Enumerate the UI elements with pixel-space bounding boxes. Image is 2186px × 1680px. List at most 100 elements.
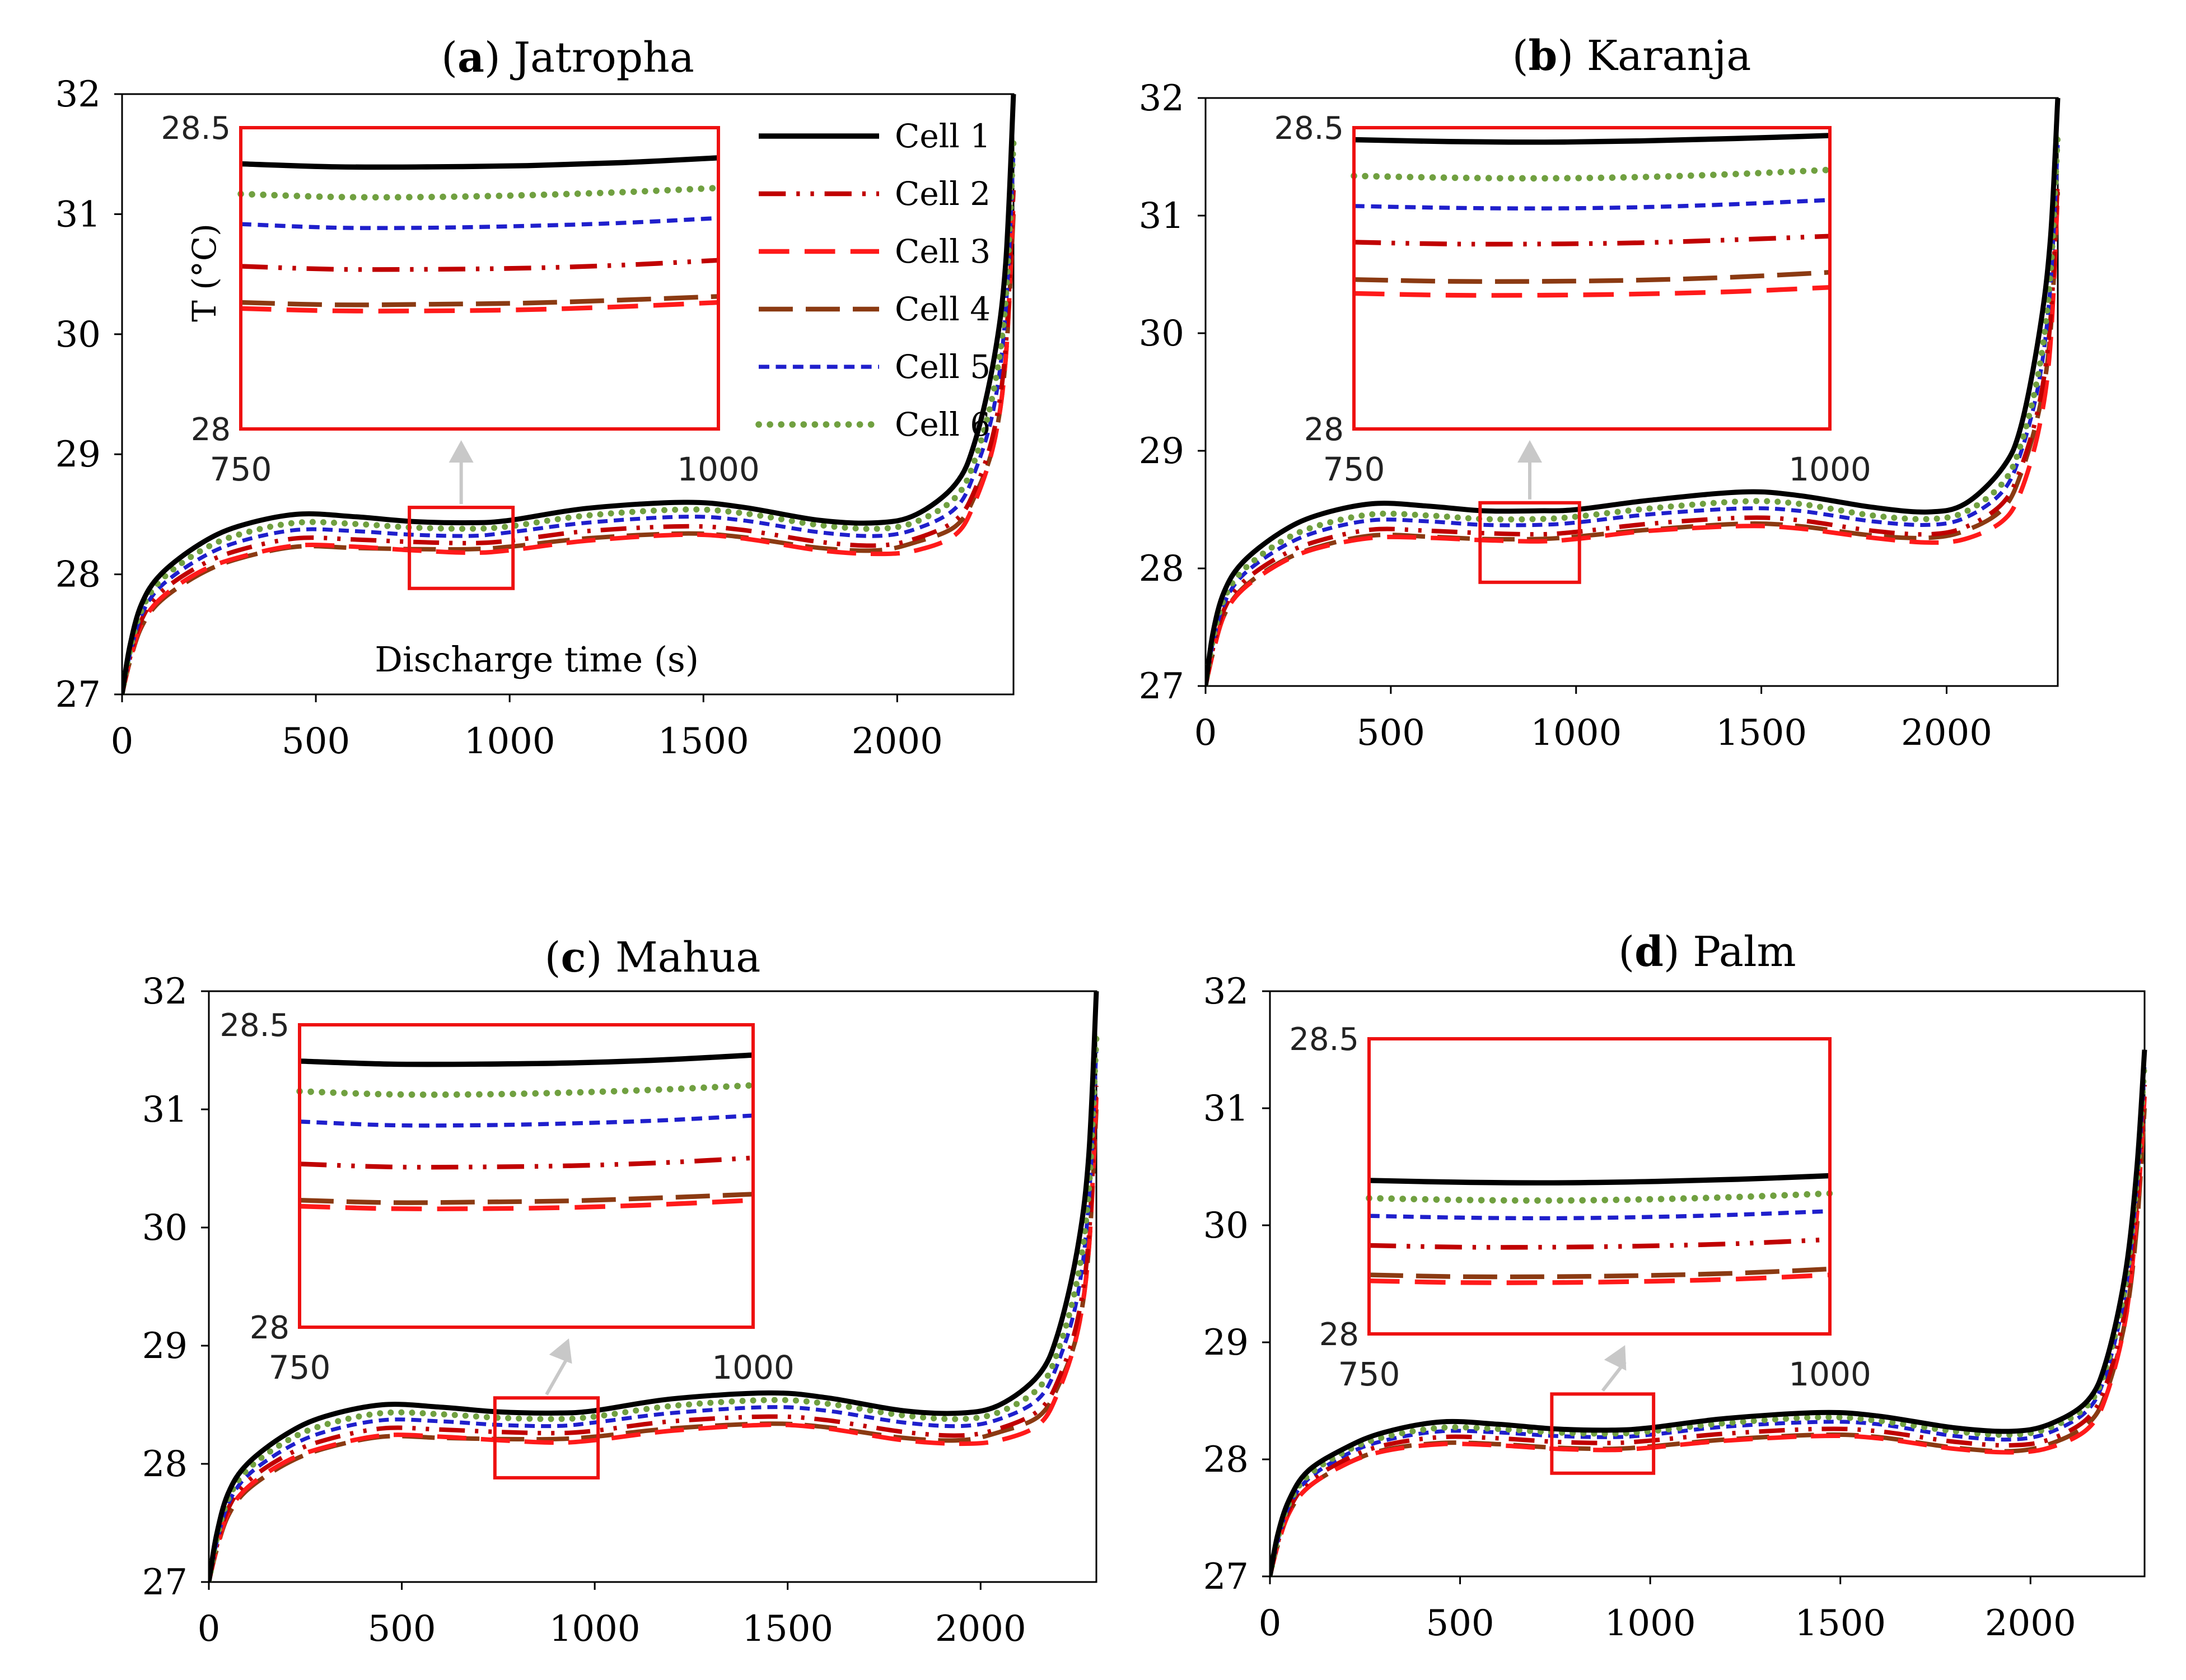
x-tick-label: 1500 — [1716, 712, 1807, 754]
series-line-cell-2 — [209, 1085, 1099, 1582]
panel-title: (a) Jatropha — [441, 34, 694, 82]
y-tick-label: 30 — [1203, 1205, 1249, 1247]
inset-x-tick-label: 1000 — [1788, 450, 1871, 488]
legend-label: Cell 6 — [895, 405, 991, 444]
inset-y-tick-label: 28 — [1319, 1317, 1359, 1353]
inset-frame — [298, 1023, 755, 1329]
x-tick-label: 2000 — [852, 721, 943, 762]
inset-y-tick-label: 28.5 — [1274, 110, 1344, 147]
inset-series-line-cell-2 — [299, 1155, 754, 1170]
inset: 28 28.5 750 1000 T (°C) — [161, 110, 759, 488]
y-tick-label: 32 — [142, 971, 188, 1012]
panel-karanja: (b) Karanja 0 500 1000 1500 2000 27 28 29 30 31 32 2… — [1139, 32, 2061, 754]
inset-series-line-cell-6 — [296, 1082, 756, 1098]
x-tick-label: 0 — [1194, 712, 1217, 754]
series-line-cell-3 — [1206, 192, 2060, 686]
y-tick-label: 28 — [142, 1444, 188, 1485]
x-tick-label: 500 — [282, 721, 350, 762]
inset-series-line-cell-6 — [1366, 1190, 1833, 1204]
y-tick-label: 28 — [1139, 548, 1184, 590]
x-tick-label: 0 — [111, 721, 134, 762]
series-line-cell-6 — [209, 1035, 1100, 1582]
series-line-cell-6 — [122, 139, 1017, 694]
inset-x-tick-label: 750 — [1338, 1355, 1400, 1393]
x-tick-label: 1000 — [1530, 712, 1622, 754]
inset-series-line-cell-5 — [1353, 198, 1830, 211]
inset: 28 28.5 750 1000 — [1274, 110, 1871, 488]
x-tick-label: 2000 — [1985, 1603, 2076, 1644]
inset-series-line-cell-6 — [237, 184, 722, 201]
inset-background — [300, 1025, 753, 1327]
panel-name: Karanja — [1587, 32, 1751, 80]
inset-series-line-cell-1 — [299, 1052, 754, 1067]
inset-y-tick-label: 28.5 — [219, 1007, 289, 1044]
inset-x-tick-label: 750 — [269, 1348, 331, 1387]
inset-series-line-cell-3 — [1353, 284, 1830, 298]
series-line-cell-6 — [1206, 130, 2061, 686]
zoom-arrow-shaft — [545, 1354, 571, 1396]
zoom-box — [1478, 501, 1581, 584]
y-tick-label: 28 — [55, 554, 101, 596]
series-line-cell-5 — [209, 1050, 1099, 1582]
panel-name: Jatropha — [510, 34, 694, 82]
inset-series-line-cell-5 — [240, 216, 719, 230]
x-tick-label: 0 — [1259, 1603, 1282, 1644]
series-line-cell-1 — [1206, 97, 2061, 686]
inset-frame — [239, 126, 720, 431]
series-line-cell-1 — [1270, 1049, 2147, 1576]
inset-frame — [1352, 126, 1832, 431]
y-tick-label: 30 — [55, 314, 101, 356]
series-line-cell-5 — [1270, 1067, 2147, 1576]
series-group — [209, 991, 1100, 1582]
series-line-cell-3 — [209, 1097, 1099, 1582]
panel-title: (b) Karanja — [1512, 32, 1751, 80]
inset-series-line-cell-2 — [1368, 1237, 1830, 1250]
zoom-arrow — [545, 1338, 572, 1396]
zoom-arrow — [1601, 1345, 1627, 1392]
inset-frame — [1367, 1037, 1832, 1336]
zoom-arrow-head — [1517, 440, 1543, 463]
series-group — [122, 94, 1017, 694]
y-tick-label: 27 — [142, 1562, 188, 1603]
legend-label: Cell 2 — [895, 175, 991, 213]
x-tick-label: 1500 — [1795, 1603, 1886, 1644]
inset-y-axis-label: T (°C) — [185, 223, 223, 322]
y-tick-label: 30 — [1139, 313, 1184, 354]
series-group — [1206, 97, 2061, 686]
x-tick-label: 2000 — [935, 1608, 1026, 1650]
y-tick-label: 31 — [1203, 1088, 1249, 1130]
inset-background — [1369, 1039, 1830, 1334]
inset-x-tick-label: 750 — [1323, 450, 1385, 488]
plot-frame — [1269, 990, 2146, 1578]
inset-series-line-cell-1 — [1368, 1173, 1830, 1186]
y-tick-label: 32 — [1203, 971, 1249, 1012]
x-tick-label: 0 — [198, 1608, 221, 1650]
inset-x-tick-label: 1000 — [712, 1348, 795, 1387]
inset-y-tick-label: 28.5 — [161, 110, 231, 147]
panel-title: (c) Mahua — [545, 934, 761, 982]
inset-series-line-cell-4 — [1368, 1266, 1830, 1280]
series-line-cell-2 — [1270, 1084, 2147, 1576]
inset-x-tick-label: 1000 — [1788, 1355, 1871, 1393]
y-tick-label: 27 — [55, 674, 101, 716]
x-tick-label: 1000 — [1605, 1603, 1696, 1644]
zoom-arrow — [1517, 440, 1543, 500]
zoom-arrow-head — [1604, 1345, 1627, 1371]
inset-series-line-cell-5 — [299, 1113, 754, 1128]
legend-label: Cell 5 — [895, 348, 991, 386]
inset-series-line-cell-4 — [1353, 270, 1830, 284]
plot-frame — [208, 990, 1097, 1583]
series-line-cell-3 — [122, 202, 1016, 694]
y-tick-label: 28 — [1203, 1439, 1249, 1481]
x-tick-label: 1000 — [464, 721, 555, 762]
zoom-box — [493, 1396, 600, 1480]
panel-name: Mahua — [615, 934, 760, 982]
x-tick-label: 500 — [1357, 712, 1425, 754]
legend-label: Cell 4 — [895, 290, 991, 328]
inset-y-tick-label: 28 — [191, 412, 231, 448]
series-group — [1270, 1049, 2148, 1576]
x-tick-label: 2000 — [1901, 712, 1992, 754]
